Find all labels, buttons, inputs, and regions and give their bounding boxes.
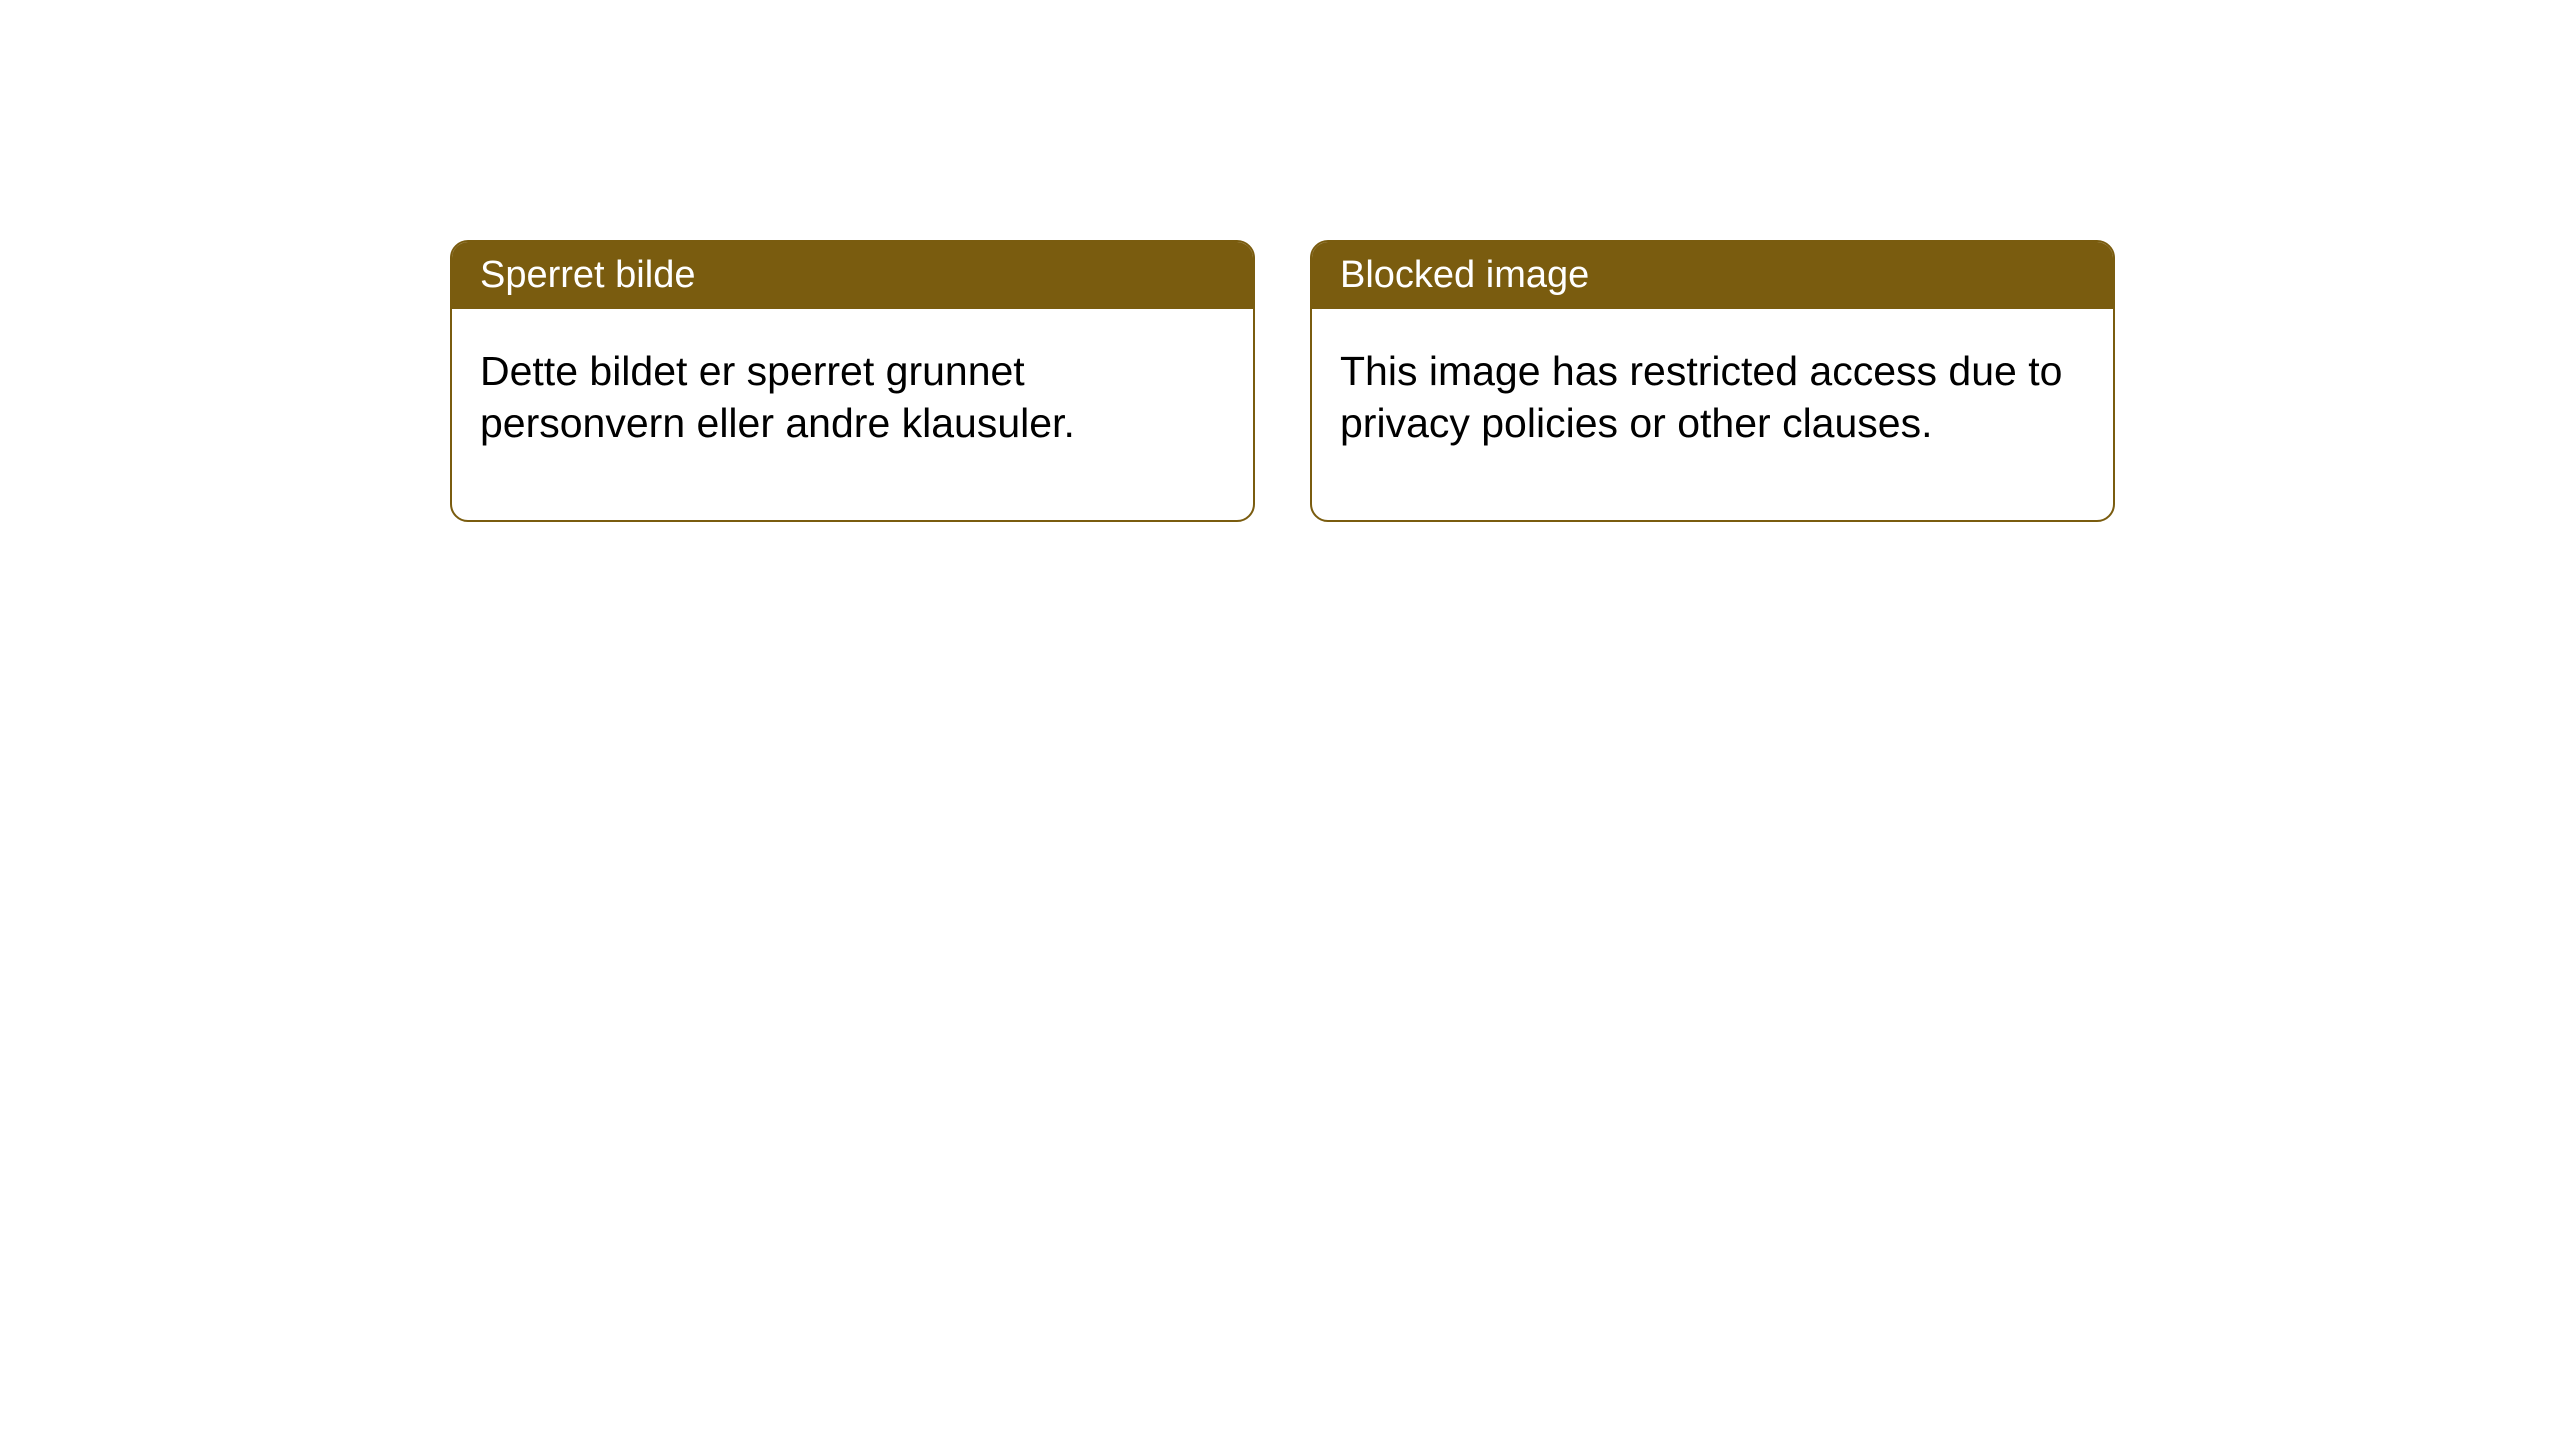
notice-box-norwegian: Sperret bilde Dette bildet er sperret gr… — [450, 240, 1255, 522]
notice-body-text: This image has restricted access due to … — [1340, 348, 2062, 446]
notice-header: Blocked image — [1312, 242, 2113, 309]
notice-body: Dette bildet er sperret grunnet personve… — [452, 309, 1253, 520]
notice-title: Sperret bilde — [480, 254, 695, 296]
notice-title: Blocked image — [1340, 254, 1589, 296]
notice-body-text: Dette bildet er sperret grunnet personve… — [480, 348, 1075, 446]
notice-body: This image has restricted access due to … — [1312, 309, 2113, 520]
notice-header: Sperret bilde — [452, 242, 1253, 309]
notice-container: Sperret bilde Dette bildet er sperret gr… — [450, 240, 2115, 522]
notice-box-english: Blocked image This image has restricted … — [1310, 240, 2115, 522]
